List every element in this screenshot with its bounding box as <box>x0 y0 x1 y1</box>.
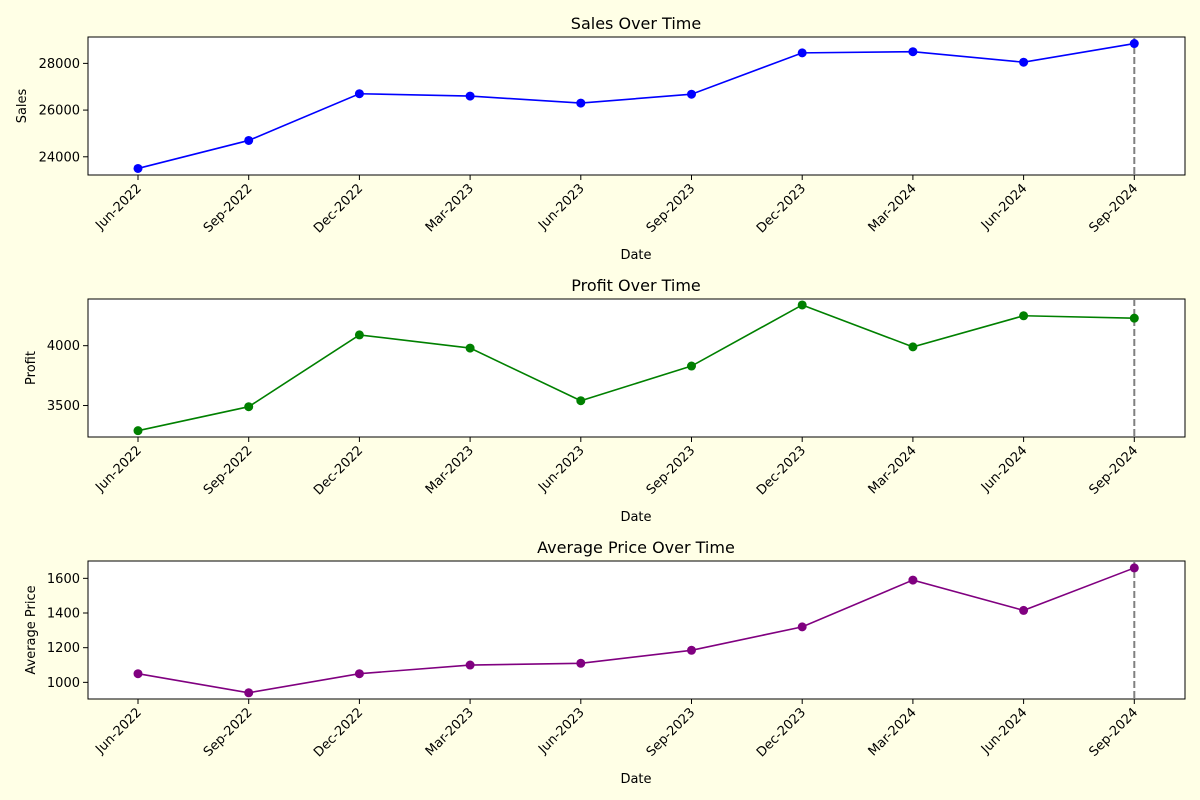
data-point <box>908 342 918 352</box>
y-tick-label: 1600 <box>47 572 80 587</box>
data-point <box>244 135 254 145</box>
data-point <box>576 396 586 406</box>
data-point <box>244 402 254 412</box>
chart-title: Average Price Over Time <box>537 538 735 557</box>
chart-title: Sales Over Time <box>571 14 701 33</box>
y-tick-label: 28000 <box>39 57 80 72</box>
data-point <box>133 163 143 173</box>
plot-area <box>87 560 1186 700</box>
y-tick-label: 1400 <box>47 607 80 622</box>
x-axis-label: Date <box>620 772 651 787</box>
data-point <box>908 575 918 585</box>
data-point <box>797 48 807 58</box>
series-line <box>137 304 1135 432</box>
data-point <box>687 645 696 655</box>
series-line <box>137 567 1135 694</box>
data-point <box>133 426 143 436</box>
data-point <box>354 89 364 99</box>
data-point <box>465 91 475 101</box>
y-tick-label: 1200 <box>47 641 80 656</box>
chart-title: Profit Over Time <box>571 276 701 295</box>
data-point <box>1129 313 1139 323</box>
data-point <box>1019 57 1029 67</box>
data-point <box>244 688 254 698</box>
data-point <box>908 47 918 57</box>
y-tick-label: 4000 <box>47 339 80 354</box>
data-point <box>687 89 696 99</box>
data-point <box>1129 39 1139 49</box>
y-axis-label: Average Price <box>24 585 39 674</box>
data-point <box>1019 605 1029 615</box>
data-point <box>797 300 807 310</box>
y-axis-label: Sales <box>15 88 30 123</box>
x-axis-label: Date <box>620 510 651 525</box>
y-tick-label: 3500 <box>47 399 80 414</box>
y-tick-label: 1000 <box>47 676 80 691</box>
plot-area <box>87 298 1186 438</box>
data-point <box>354 669 364 679</box>
data-point <box>576 658 586 668</box>
y-tick-label: 24000 <box>39 150 80 165</box>
y-tick-label: 26000 <box>39 104 80 119</box>
x-axis-label: Date <box>620 248 651 263</box>
data-point <box>576 98 586 108</box>
plot-area <box>87 36 1186 176</box>
series-line <box>137 42 1135 170</box>
data-point <box>354 330 364 340</box>
data-point <box>465 343 475 353</box>
data-point <box>797 622 807 632</box>
data-point <box>687 361 696 371</box>
y-axis-label: Profit <box>24 351 39 385</box>
data-point <box>133 669 143 679</box>
data-point <box>1129 563 1139 573</box>
data-point <box>1019 311 1029 321</box>
data-point <box>465 660 475 670</box>
